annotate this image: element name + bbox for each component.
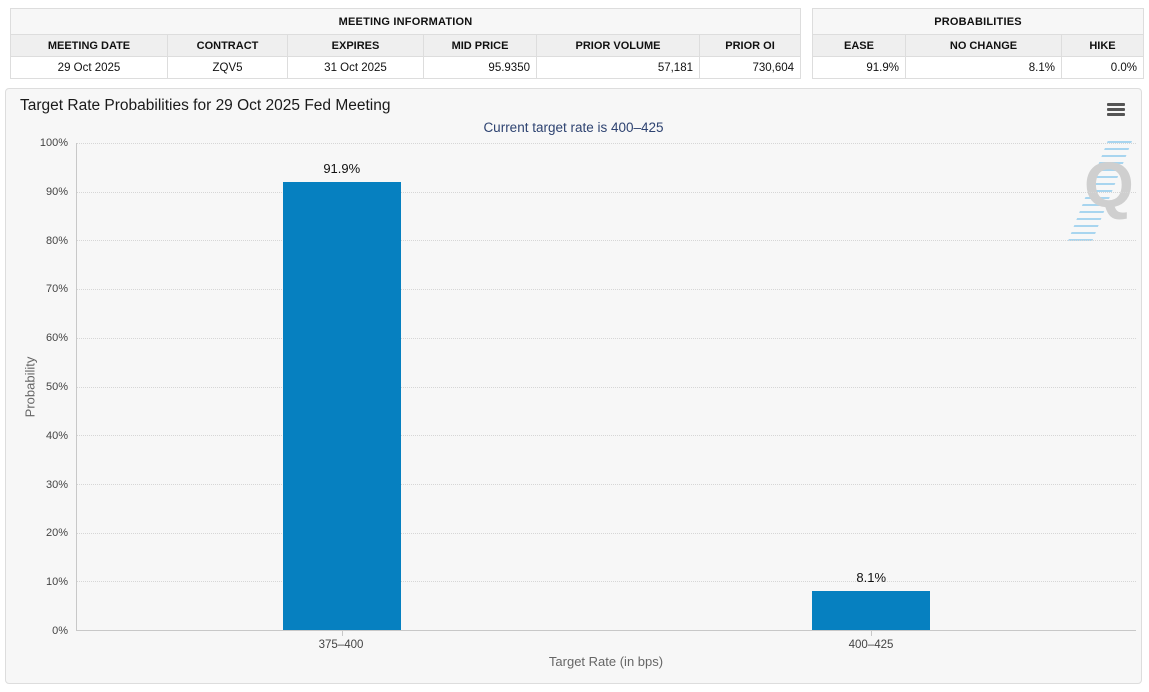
y-axis-tick-label: 10%	[46, 576, 68, 588]
col-header-prior-volume: PRIOR VOLUME	[537, 35, 700, 57]
x-axis-tick	[871, 631, 872, 636]
prior-oi-value: 730,604	[700, 57, 801, 79]
expires-value: 31 Oct 2025	[288, 57, 424, 79]
chart-subtitle: Current target rate is 400–425	[6, 120, 1141, 135]
gridline	[77, 240, 1136, 241]
col-header-expires: EXPIRES	[288, 35, 424, 57]
prior-volume-value: 57,181	[537, 57, 700, 79]
y-axis-tick-label: 80%	[46, 235, 68, 247]
table-row: 91.9% 8.1% 0.0%	[813, 57, 1144, 79]
y-axis-tick-label: 60%	[46, 332, 68, 344]
col-header-no-change: NO CHANGE	[906, 35, 1062, 57]
plot-area: 91.9% 8.1%	[76, 143, 1136, 631]
fedwatch-chart-panel: Target Rate Probabilities for 29 Oct 202…	[5, 88, 1142, 684]
chart-title: Target Rate Probabilities for 29 Oct 202…	[20, 97, 390, 115]
mid-price-value: 95.9350	[424, 57, 537, 79]
bar-value-label: 8.1%	[856, 570, 886, 585]
gridline	[77, 289, 1136, 290]
contract-value: ZQV5	[168, 57, 288, 79]
probabilities-title: PROBABILITIES	[813, 9, 1144, 35]
gridline	[77, 581, 1136, 582]
probability-bar[interactable]	[283, 182, 401, 630]
gridline	[77, 338, 1136, 339]
col-header-ease: EASE	[813, 35, 906, 57]
x-axis-title: Target Rate (in bps)	[76, 654, 1136, 669]
col-header-contract: CONTRACT	[168, 35, 288, 57]
y-axis-tick-label: 40%	[46, 430, 68, 442]
y-axis-tick-label: 100%	[40, 137, 68, 149]
col-header-meeting-date: MEETING DATE	[11, 35, 168, 57]
gridline	[77, 533, 1136, 534]
y-axis-tick-label: 50%	[46, 381, 68, 393]
probabilities-table: PROBABILITIES EASE NO CHANGE HIKE 91.9% …	[812, 8, 1144, 79]
x-axis-category-label: 400–425	[849, 639, 894, 651]
bar-value-label: 91.9%	[323, 161, 360, 176]
meeting-information-title: MEETING INFORMATION	[11, 9, 801, 35]
y-axis-tick-label: 20%	[46, 527, 68, 539]
y-axis-tick-label: 90%	[46, 186, 68, 198]
hamburger-menu-icon[interactable]	[1104, 99, 1128, 119]
gridline	[77, 192, 1136, 193]
x-axis-category-label: 375–400	[319, 639, 364, 651]
meeting-information-table: MEETING INFORMATION MEETING DATE CONTRAC…	[10, 8, 801, 79]
x-axis-tick	[342, 631, 343, 636]
gridline	[77, 143, 1136, 144]
col-header-prior-oi: PRIOR OI	[700, 35, 801, 57]
y-axis-labels: 0%10%20%30%40%50%60%70%80%90%100%	[6, 143, 68, 631]
table-row: 29 Oct 2025 ZQV5 31 Oct 2025 95.9350 57,…	[11, 57, 801, 79]
gridline	[77, 387, 1136, 388]
gridline	[77, 484, 1136, 485]
meeting-date-value: 29 Oct 2025	[11, 57, 168, 79]
y-axis-tick-label: 0%	[52, 625, 68, 637]
y-axis-tick-label: 30%	[46, 479, 68, 491]
col-header-mid-price: MID PRICE	[424, 35, 537, 57]
y-axis-tick-label: 70%	[46, 283, 68, 295]
col-header-hike: HIKE	[1062, 35, 1144, 57]
hike-value: 0.0%	[1062, 57, 1144, 79]
ease-value: 91.9%	[813, 57, 906, 79]
gridline	[77, 435, 1136, 436]
no-change-value: 8.1%	[906, 57, 1062, 79]
probability-bar[interactable]	[812, 591, 930, 630]
